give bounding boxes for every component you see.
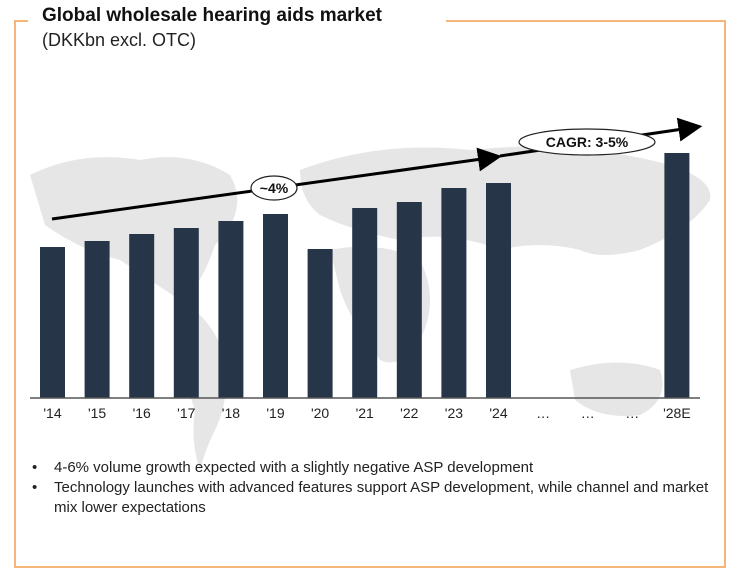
bullet-item: • Technology launches with advanced feat… (30, 478, 710, 518)
cagr-forecast-label-ellipse (518, 128, 656, 156)
x-tick-label: '24 (489, 405, 507, 421)
x-tick-label: '18 (222, 405, 240, 421)
annotations: ~4% CAGR: 3-5% (51, 117, 703, 221)
x-tick-label: '23 (445, 405, 463, 421)
bar (352, 208, 378, 398)
frame-bottom-border (14, 566, 726, 568)
bar (307, 249, 333, 398)
bar (218, 221, 244, 398)
map-landmass (570, 362, 663, 416)
x-tick-label: '20 (311, 405, 329, 421)
x-tick-label: … (625, 405, 639, 421)
bar (263, 214, 288, 398)
cagr-forecast-label: CAGR: 3-5% (546, 134, 629, 150)
x-tick-label: '28E (663, 405, 691, 421)
x-tick-label: … (536, 405, 550, 421)
bullet-item: • 4-6% volume growth expected with a sli… (30, 458, 710, 478)
frame-top-left-border (14, 20, 28, 22)
frame-right-border (724, 20, 726, 568)
bullet-text: 4-6% volume growth expected with a sligh… (54, 459, 534, 476)
x-tick-label: '16 (133, 405, 151, 421)
bar (664, 153, 690, 398)
frame-left-border (14, 20, 16, 568)
bar (396, 202, 422, 398)
x-tick-label: '15 (88, 405, 106, 421)
x-tick-label: '21 (356, 405, 374, 421)
chart-subtitle: (DKKbn excl. OTC) (42, 30, 197, 50)
bar (40, 247, 65, 398)
bullet-glyph: • (32, 479, 38, 496)
x-tick-labels: '14 '15 '16 '17 '18 '19 '20 '21 '22 '23 '24 … … … '28E (43, 405, 690, 421)
x-tick-label: '14 (43, 405, 61, 421)
bar (84, 241, 110, 398)
bar (129, 234, 155, 398)
chart-title: Global wholesale hearing aids market (42, 5, 383, 26)
cagr-historic-label-ellipse (250, 175, 298, 201)
bullet-list: • 4-6% volume growth expected with a sli… (30, 458, 710, 518)
bar (441, 188, 467, 398)
x-tick-label: '22 (400, 405, 418, 421)
x-tick-label: '19 (266, 405, 284, 421)
bar (173, 228, 199, 398)
frame-top-right-border (446, 20, 725, 22)
bullet-text: Technology launches with advanced featur… (54, 479, 709, 516)
bar (486, 183, 511, 398)
bullet-glyph: • (32, 459, 38, 476)
x-tick-label: … (581, 405, 595, 421)
x-tick-label: '17 (177, 405, 195, 421)
bars (40, 153, 690, 398)
cagr-historic-label: ~4% (260, 180, 289, 196)
